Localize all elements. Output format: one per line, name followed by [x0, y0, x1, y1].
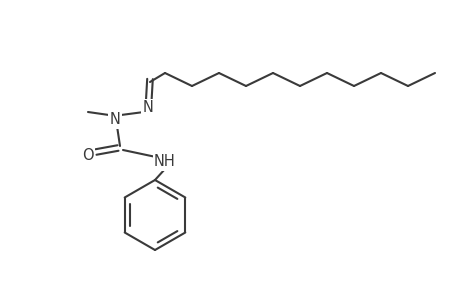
Text: N: N	[142, 100, 153, 116]
Text: N: N	[109, 112, 120, 128]
Text: O: O	[82, 148, 94, 163]
Text: NH: NH	[154, 154, 175, 169]
